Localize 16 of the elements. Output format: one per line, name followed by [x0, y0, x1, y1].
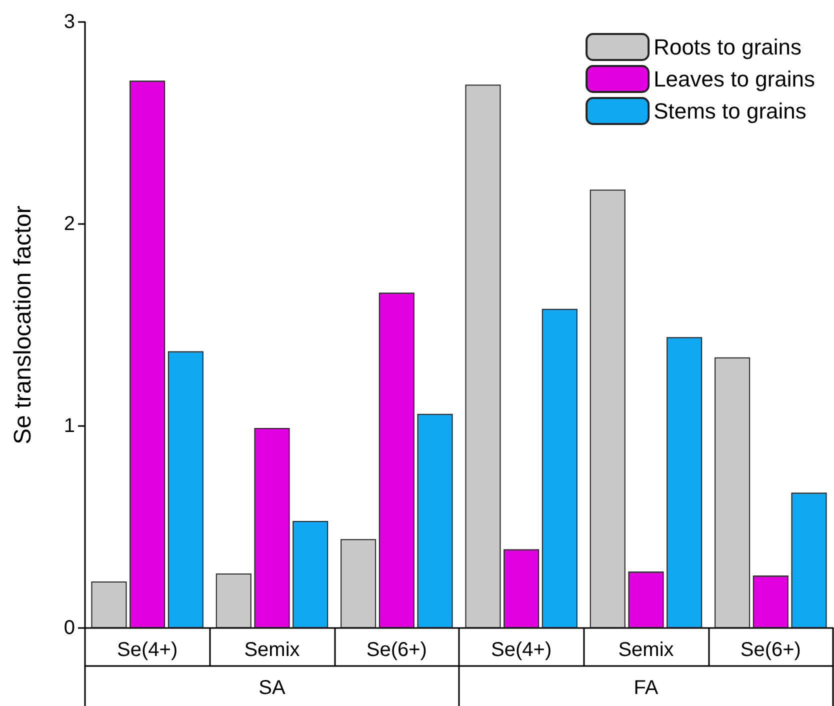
- x-tick-label: Se(4+): [117, 639, 178, 661]
- y-tick-label: 2: [64, 213, 75, 235]
- x-tick-label: Semix: [244, 639, 300, 661]
- x-tick-label: Semix: [618, 639, 674, 661]
- y-tick-label: 1: [64, 415, 75, 437]
- y-tick-label: 0: [64, 617, 75, 639]
- x-tick-label: Se(6+): [366, 639, 427, 661]
- x-tick-label: Se(4+): [491, 639, 552, 661]
- x-tick-label: Se(6+): [740, 639, 801, 661]
- y-axis-title: Se translocation factor: [10, 206, 36, 444]
- text: FA: [634, 677, 659, 699]
- legend-label: Leaves to grains: [654, 66, 816, 92]
- text: SA: [258, 677, 286, 699]
- y-tick-label: 3: [64, 11, 75, 33]
- legend-label: Stems to grains: [654, 98, 806, 124]
- legend-label: Roots to grains: [654, 34, 802, 60]
